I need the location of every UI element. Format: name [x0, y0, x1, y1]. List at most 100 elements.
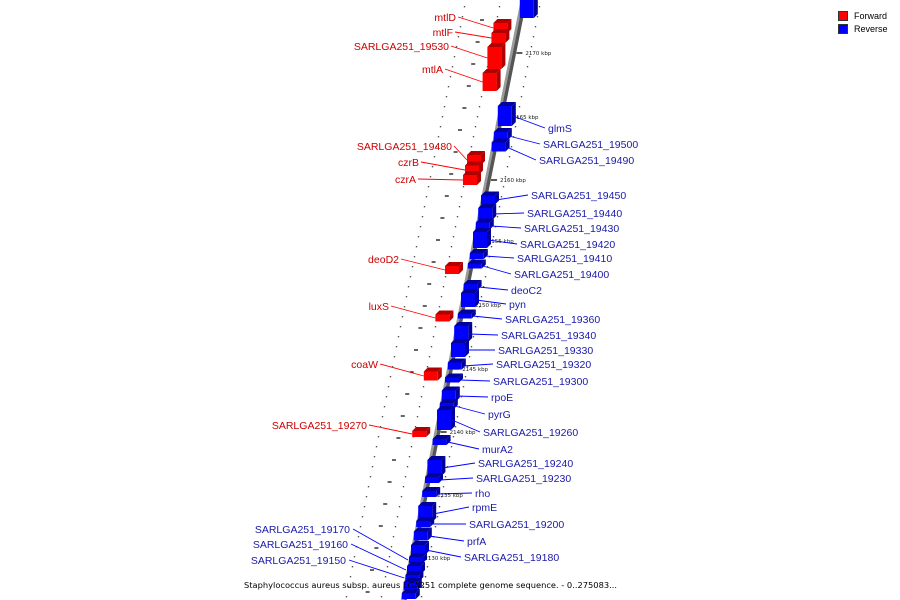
reverse-gene-arrow[interactable]	[409, 553, 427, 563]
reverse-gene-arrow[interactable]	[441, 386, 460, 402]
reverse-track-dot	[468, 356, 471, 358]
reverse-gene-arrow[interactable]	[437, 406, 455, 430]
gene-label[interactable]: prfA	[467, 536, 486, 548]
gene-leader-line	[475, 299, 507, 305]
gene-face	[478, 208, 493, 220]
gene-label[interactable]: SARLGA251_19430	[524, 223, 619, 235]
gene-label[interactable]: mtlF	[433, 27, 453, 39]
reverse-gene-arrow[interactable]	[432, 435, 451, 445]
gene-label[interactable]: SARLGA251_19230	[476, 473, 571, 485]
reverse-gene-arrow[interactable]	[457, 309, 476, 319]
reverse-gene-arrow[interactable]	[481, 191, 499, 205]
gene-side	[436, 487, 441, 497]
reverse-gene-arrow[interactable]	[469, 249, 488, 259]
gene-label[interactable]: murA2	[482, 444, 513, 456]
gene-label[interactable]: rpmE	[472, 502, 497, 514]
forward-gene-arrow[interactable]	[435, 310, 454, 322]
gene-label[interactable]: SARLGA251_19410	[517, 253, 612, 265]
gene-label[interactable]: luxS	[369, 301, 389, 313]
gene-label[interactable]: coaW	[351, 359, 378, 371]
reverse-gene-arrow[interactable]	[475, 218, 494, 230]
tick-label: 2130 kbp	[424, 556, 450, 562]
gene-label[interactable]: SARLGA251_19420	[520, 239, 615, 251]
reverse-gene-arrow[interactable]	[454, 322, 473, 342]
reverse-track-dot	[524, 76, 527, 78]
gene-label[interactable]: SARLGA251_19450	[531, 190, 626, 202]
reverse-gene-arrow[interactable]	[407, 562, 425, 574]
reverse-gene-arrow[interactable]	[467, 259, 486, 269]
reverse-gene-arrow[interactable]	[401, 589, 420, 599]
gene-leader-line	[400, 258, 446, 271]
gene-label[interactable]: SARLGA251_19260	[483, 427, 578, 439]
gene-label[interactable]: SARLGA251_19530	[354, 41, 449, 53]
gene-label[interactable]: SARLGA251_19340	[501, 330, 596, 342]
reverse-gene-arrow[interactable]	[491, 138, 510, 152]
gene-label[interactable]: SARLGA251_19300	[493, 376, 588, 388]
reverse-gene-arrow[interactable]	[425, 473, 443, 483]
forward-gene-arrow[interactable]	[412, 427, 431, 437]
reverse-gene-arrow[interactable]	[411, 541, 429, 555]
reverse-gene-arrow[interactable]	[427, 456, 446, 476]
gene-label[interactable]: pyn	[509, 299, 526, 311]
reverse-gene-arrow[interactable]	[497, 102, 516, 126]
gene-label[interactable]: mtlD	[434, 12, 456, 24]
forward-outer-dot	[451, 66, 454, 68]
gene-top	[491, 138, 510, 143]
forward-gene-arrow[interactable]	[491, 29, 510, 43]
gene-label[interactable]: mtlA	[422, 64, 443, 76]
legend-reverse[interactable]: Reverse	[838, 22, 888, 35]
gene-face	[481, 195, 495, 205]
gene-label[interactable]: SARLGA251_19440	[527, 208, 622, 220]
forward-gene-arrow[interactable]	[487, 43, 506, 69]
reverse-gene-arrow[interactable]	[473, 228, 491, 248]
gene-label[interactable]: SARLGA251_19320	[496, 359, 591, 371]
reverse-gene-arrow[interactable]	[493, 128, 512, 140]
reverse-gene-arrow[interactable]	[461, 289, 479, 307]
reverse-gene-arrow[interactable]	[416, 517, 435, 527]
gene-label[interactable]: deoC2	[511, 285, 542, 297]
forward-gene-arrow[interactable]	[445, 262, 463, 274]
gene-label[interactable]: rho	[475, 488, 490, 500]
gene-label[interactable]: pyrG	[488, 409, 511, 421]
reverse-gene-arrow[interactable]	[403, 578, 422, 590]
gene-label[interactable]: deoD2	[368, 254, 399, 266]
gene-label[interactable]: glmS	[548, 123, 572, 135]
forward-gene-arrow[interactable]	[482, 69, 501, 91]
gene-label[interactable]: SARLGA251_19160	[253, 539, 348, 551]
gene-side	[492, 204, 497, 220]
reverse-gene-arrow[interactable]	[445, 373, 463, 383]
gene-label[interactable]: rpoE	[491, 392, 513, 404]
gene-label[interactable]: SARLGA251_19500	[543, 139, 638, 151]
gene-leader-line	[447, 441, 480, 450]
gene-top	[405, 571, 424, 575]
gene-label[interactable]: SARLGA251_19270	[272, 420, 367, 432]
gene-label[interactable]: SARLGA251_19150	[251, 555, 346, 567]
gene-label[interactable]: SARLGA251_19360	[505, 314, 600, 326]
forward-gene-arrow[interactable]	[423, 367, 442, 381]
gene-top	[432, 435, 451, 439]
gene-label[interactable]: SARLGA251_19330	[498, 345, 593, 357]
reverse-gene-arrow[interactable]	[447, 358, 466, 370]
gene-label[interactable]: czrB	[398, 157, 419, 169]
reverse-gene-arrow[interactable]	[519, 0, 538, 18]
reverse-gene-arrow[interactable]	[413, 527, 432, 541]
reverse-gene-arrow[interactable]	[451, 339, 469, 357]
reverse-track-dot	[444, 476, 447, 478]
gene-side	[417, 578, 422, 590]
reverse-gene-arrow[interactable]	[463, 280, 482, 290]
gene-leader-line	[417, 178, 464, 181]
gene-label[interactable]: SARLGA251_19180	[464, 552, 559, 564]
reverse-gene-arrow[interactable]	[422, 487, 441, 497]
gene-label[interactable]: SARLGA251_19480	[357, 141, 452, 153]
forward-gene-arrow[interactable]	[467, 151, 485, 165]
reverse-track-dot	[520, 96, 523, 98]
gene-label[interactable]: SARLGA251_19240	[478, 458, 573, 470]
gene-label[interactable]: SARLGA251_19170	[255, 524, 350, 536]
legend-forward[interactable]: Forward	[838, 9, 888, 22]
reverse-gene-arrow[interactable]	[478, 204, 497, 220]
gene-label[interactable]: SARLGA251_19400	[514, 269, 609, 281]
forward-gene-arrow[interactable]	[463, 171, 481, 185]
gene-label[interactable]: czrA	[395, 174, 416, 186]
gene-label[interactable]: SARLGA251_19200	[469, 519, 564, 531]
gene-label[interactable]: SARLGA251_19490	[539, 155, 634, 167]
